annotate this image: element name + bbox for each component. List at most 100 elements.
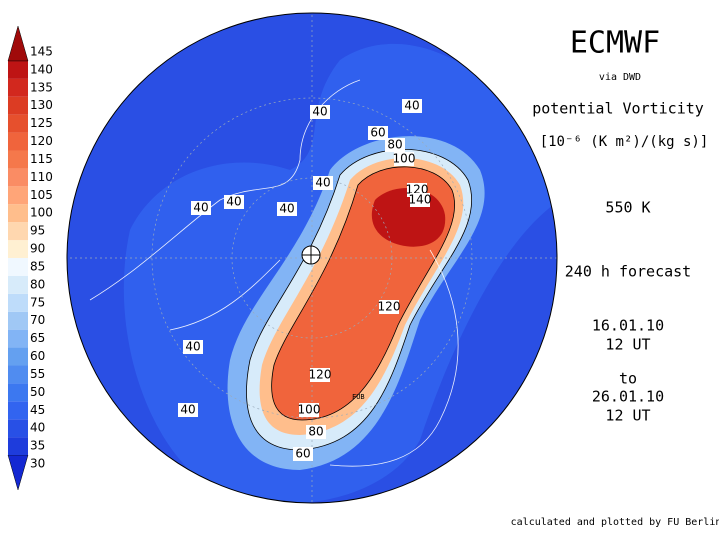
contour-label-box [191,201,211,215]
colorbar-swatch [8,150,28,169]
colorbar-swatch [8,186,28,205]
contour-label-box [224,195,244,209]
colorbar-label: 90 [30,242,45,256]
colorbar-swatch [8,204,28,223]
contour-label-box [313,176,333,190]
colorbar-arrow-bottom [7,454,29,491]
contour-label-box [379,300,399,314]
station-marker: FUB [352,393,365,401]
colorbar-label: 45 [30,403,45,417]
polar-map: FUB [66,12,558,504]
colorbar-arrow-top [7,25,29,62]
colorbar-label: 105 [30,188,53,202]
contour-label: 60 [370,126,385,140]
colorbar-swatch [8,437,28,456]
contour-label-box [277,202,297,216]
colorbar-swatch [8,240,28,258]
contour-label-box [183,340,203,354]
contour-label: 80 [308,425,323,439]
colorbar-swatch [8,419,28,438]
contour-label-box [402,99,422,113]
contour-label-box [385,138,405,152]
contour-label: 40 [312,105,327,119]
colorbar-swatch [8,168,28,187]
contour-label-box [306,425,326,439]
colorbar-swatch [8,275,28,294]
colorbar-swatch [8,347,28,366]
contour-label: 80 [387,138,402,152]
unit: [10⁻⁶ (K m²)/(kg s)] [540,134,709,150]
colorbar-swatch [8,401,28,420]
contour-label: 120 [378,300,401,314]
contour-label: 40 [315,176,330,190]
colorbar-label: 95 [30,224,45,238]
contour-label-box [178,403,198,417]
colorbar-swatch [8,329,28,348]
contour-label-box [394,152,414,166]
contour-label: 140 [409,193,432,207]
colorbar-swatch [8,132,28,151]
start-date: 16.01.10 [592,317,664,335]
pole-cross [302,246,320,264]
contour-label-box [368,126,388,140]
colorbar-label: 55 [30,367,45,381]
contour-label: 60 [295,447,310,461]
forecast: 240 h forecast [565,263,691,281]
colorbar-label: 120 [30,134,53,148]
colorbar-label: 70 [30,313,45,327]
colorbar-swatch [8,293,28,312]
source: via DWD [599,72,641,83]
contour-label: 100 [298,403,321,417]
contour-label: 40 [226,195,241,209]
colorbar-label: 110 [30,170,53,184]
colorbar-label: 115 [30,152,53,166]
level: 550 K [605,199,650,217]
colorbar-swatch [8,78,28,97]
colorbar-label: 75 [30,295,45,309]
colorbar-swatch [8,60,28,79]
colorbar-swatch [8,365,28,384]
colorbar-label: 135 [30,80,53,94]
side-panel: ECMWF via DWD potential Vorticity [10⁻⁶ … [511,26,719,529]
colorbar-label: 60 [30,349,45,363]
end-time: 12 UT [605,407,650,425]
contour-label: 40 [193,201,208,215]
colorbar-label: 100 [30,206,53,220]
contour-label: 40 [185,340,200,354]
contour-label: 40 [279,202,294,216]
quantity: potential Vorticity [532,100,704,118]
contour-label-box [310,368,330,382]
contour-label-box [410,193,430,207]
colorbar-label: 80 [30,277,45,291]
colorbar-label: 30 [30,457,45,471]
contour-label-box [299,403,319,417]
contour-label: 100 [393,152,416,166]
end-date: 26.01.10 [592,388,664,406]
colorbar-swatch [8,258,28,276]
contour-label-box [310,105,330,119]
contour-label-box [293,447,313,461]
colorbar-swatch [8,222,28,241]
colorbar-label: 130 [30,98,53,112]
colorbar-label: 125 [30,116,53,130]
colorbar-label: 145 [30,45,53,59]
colorbar-label: 50 [30,385,45,399]
contour-label: 40 [404,99,419,113]
contour-label: 40 [180,403,195,417]
colorbar-label: 85 [30,259,45,273]
colorbar-swatch [8,114,28,133]
pv-field [67,13,557,503]
colorbar-swatch [8,311,28,330]
colorbar: 30 35 40 45 50 55 60 65 70 75 80 85 90 95 100 105 110 115… [7,25,53,491]
colorbar-label: 40 [30,421,45,435]
colorbar-swatch [8,383,28,402]
start-time: 12 UT [605,336,650,354]
colorbar-label: 35 [30,439,45,453]
title: ECMWF [570,26,660,61]
contour-label: 120 [309,368,332,382]
footer: calculated and plotted by FU Berlin [511,517,719,528]
colorbar-swatch [8,96,28,115]
to: to [619,370,637,388]
